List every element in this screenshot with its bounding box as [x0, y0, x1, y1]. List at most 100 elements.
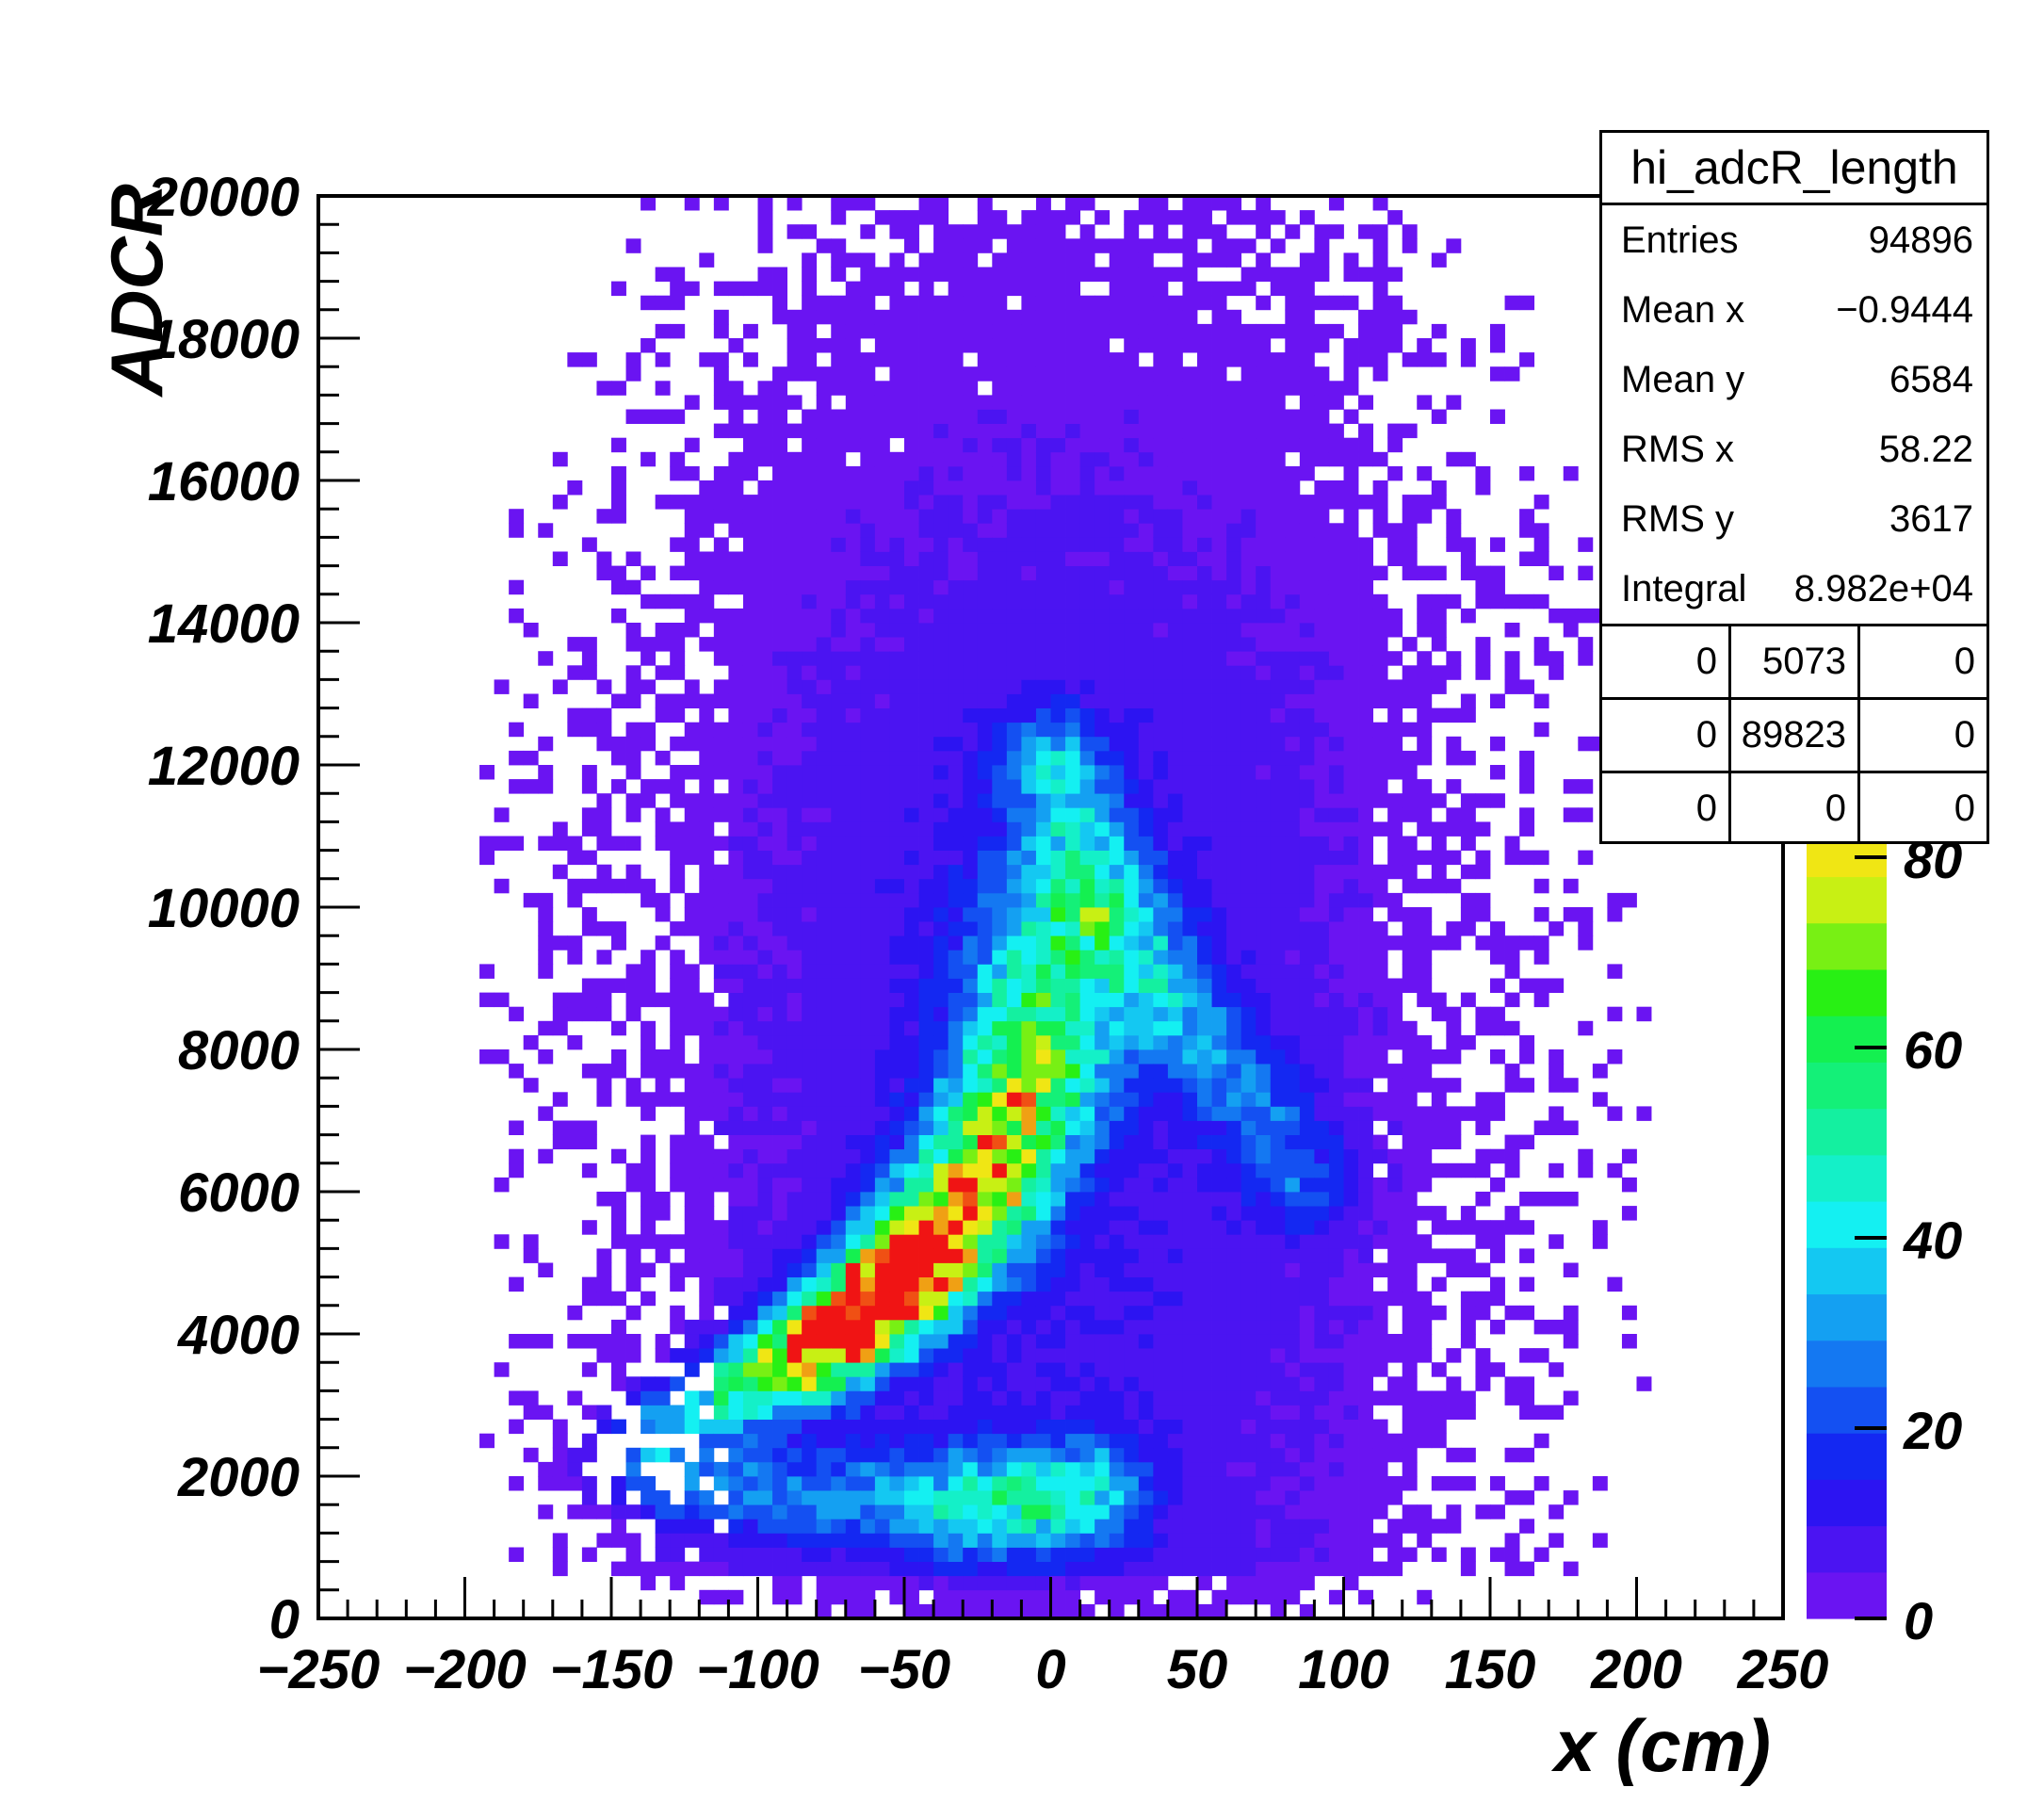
histogram-bin [1358, 1092, 1373, 1107]
histogram-bin [1285, 1589, 1301, 1605]
histogram-bin [596, 836, 612, 851]
histogram-bin [772, 679, 787, 694]
histogram-bin [889, 537, 905, 552]
histogram-bin [1328, 196, 1344, 211]
histogram-bin [713, 495, 729, 510]
histogram-bin [625, 964, 641, 979]
histogram-bin [1256, 509, 1272, 524]
histogram-bin [552, 1419, 568, 1435]
histogram-bin [918, 793, 934, 808]
histogram-bin [860, 1234, 876, 1249]
histogram-bin [874, 807, 890, 822]
histogram-bin [713, 1533, 729, 1548]
histogram-bin [772, 623, 787, 638]
histogram-bin [1402, 1276, 1418, 1292]
histogram-bin [1270, 465, 1286, 481]
histogram-bin [831, 1461, 847, 1477]
histogram-bin [699, 1220, 715, 1235]
histogram-bin [728, 1519, 744, 1534]
histogram-bin [1358, 992, 1373, 1008]
histogram-bin [948, 1348, 964, 1363]
histogram-bin [977, 950, 993, 965]
histogram-bin [874, 1192, 890, 1207]
histogram-bin [831, 1334, 847, 1349]
histogram-bin [963, 423, 979, 439]
histogram-bin [933, 537, 949, 552]
histogram-bin [786, 423, 803, 439]
histogram-bin [1095, 1276, 1111, 1292]
histogram-bin [918, 495, 934, 510]
histogram-bin [904, 1447, 919, 1463]
histogram-bin [1167, 850, 1183, 866]
histogram-bin [1153, 224, 1169, 239]
histogram-bin [772, 1291, 787, 1307]
histogram-bin [757, 1120, 773, 1135]
histogram-bin [596, 1064, 612, 1079]
histogram-bin [1167, 593, 1183, 609]
histogram-bin [1285, 1519, 1301, 1534]
histogram-bin [772, 1476, 787, 1491]
histogram-bin [1124, 579, 1140, 595]
histogram-bin [1285, 323, 1301, 339]
histogram-bin [963, 1291, 979, 1307]
histogram-bin [948, 1490, 964, 1505]
histogram-bin [889, 381, 905, 396]
histogram-bin [1095, 1547, 1111, 1562]
histogram-bin [684, 1134, 700, 1150]
histogram-bin [509, 722, 525, 738]
histogram-bin [1270, 1192, 1286, 1207]
histogram-bin [699, 1034, 715, 1050]
histogram-bin [1256, 395, 1272, 410]
histogram-bin [655, 295, 671, 311]
histogram-bin [772, 1390, 787, 1406]
histogram-bin [1167, 465, 1183, 481]
histogram-bin [1138, 495, 1154, 510]
histogram-bin [1299, 821, 1315, 837]
histogram-bin [1065, 1419, 1080, 1435]
histogram-bin [845, 779, 861, 794]
histogram-bin [1021, 593, 1037, 609]
histogram-bin [845, 1276, 861, 1292]
histogram-bin [1021, 1461, 1037, 1477]
histogram-bin [874, 950, 890, 965]
histogram-bin [845, 495, 861, 510]
histogram-bin [1050, 1134, 1066, 1150]
histogram-bin [1182, 196, 1198, 211]
histogram-bin [1226, 765, 1242, 780]
histogram-bin [1035, 935, 1051, 951]
histogram-bin [860, 736, 876, 752]
histogram-bin [1226, 665, 1242, 680]
histogram-bin [684, 1092, 700, 1107]
histogram-bin [948, 437, 964, 453]
histogram-bin [889, 1049, 905, 1064]
histogram-bin [1021, 381, 1037, 396]
histogram-bin [1065, 309, 1080, 325]
histogram-bin [1079, 309, 1095, 325]
histogram-bin [1153, 1433, 1169, 1449]
histogram-bin [1197, 1476, 1212, 1491]
histogram-bin [889, 623, 905, 638]
histogram-bin [1050, 295, 1066, 311]
histogram-bin [713, 750, 729, 766]
histogram-bin [904, 1092, 919, 1107]
histogram-bin [1167, 238, 1183, 253]
histogram-bin [1138, 1206, 1154, 1221]
histogram-bin [1095, 750, 1111, 766]
histogram-bin [977, 338, 993, 353]
histogram-bin [933, 1319, 949, 1335]
histogram-bin [581, 978, 597, 993]
histogram-bin [742, 281, 758, 297]
histogram-bin [1299, 1262, 1315, 1277]
histogram-bin [1035, 1547, 1051, 1562]
histogram-bin [1372, 623, 1388, 638]
histogram-bin [1050, 1390, 1066, 1406]
histogram-bin [1079, 921, 1095, 936]
histogram-bin [1197, 1162, 1212, 1178]
histogram-bin [933, 523, 949, 538]
histogram-bin [1241, 352, 1257, 367]
histogram-bin [1285, 381, 1301, 396]
histogram-bin [1256, 1177, 1272, 1193]
histogram-bin [1138, 1078, 1154, 1093]
histogram-bin [1138, 637, 1154, 652]
histogram-bin [523, 1234, 539, 1249]
